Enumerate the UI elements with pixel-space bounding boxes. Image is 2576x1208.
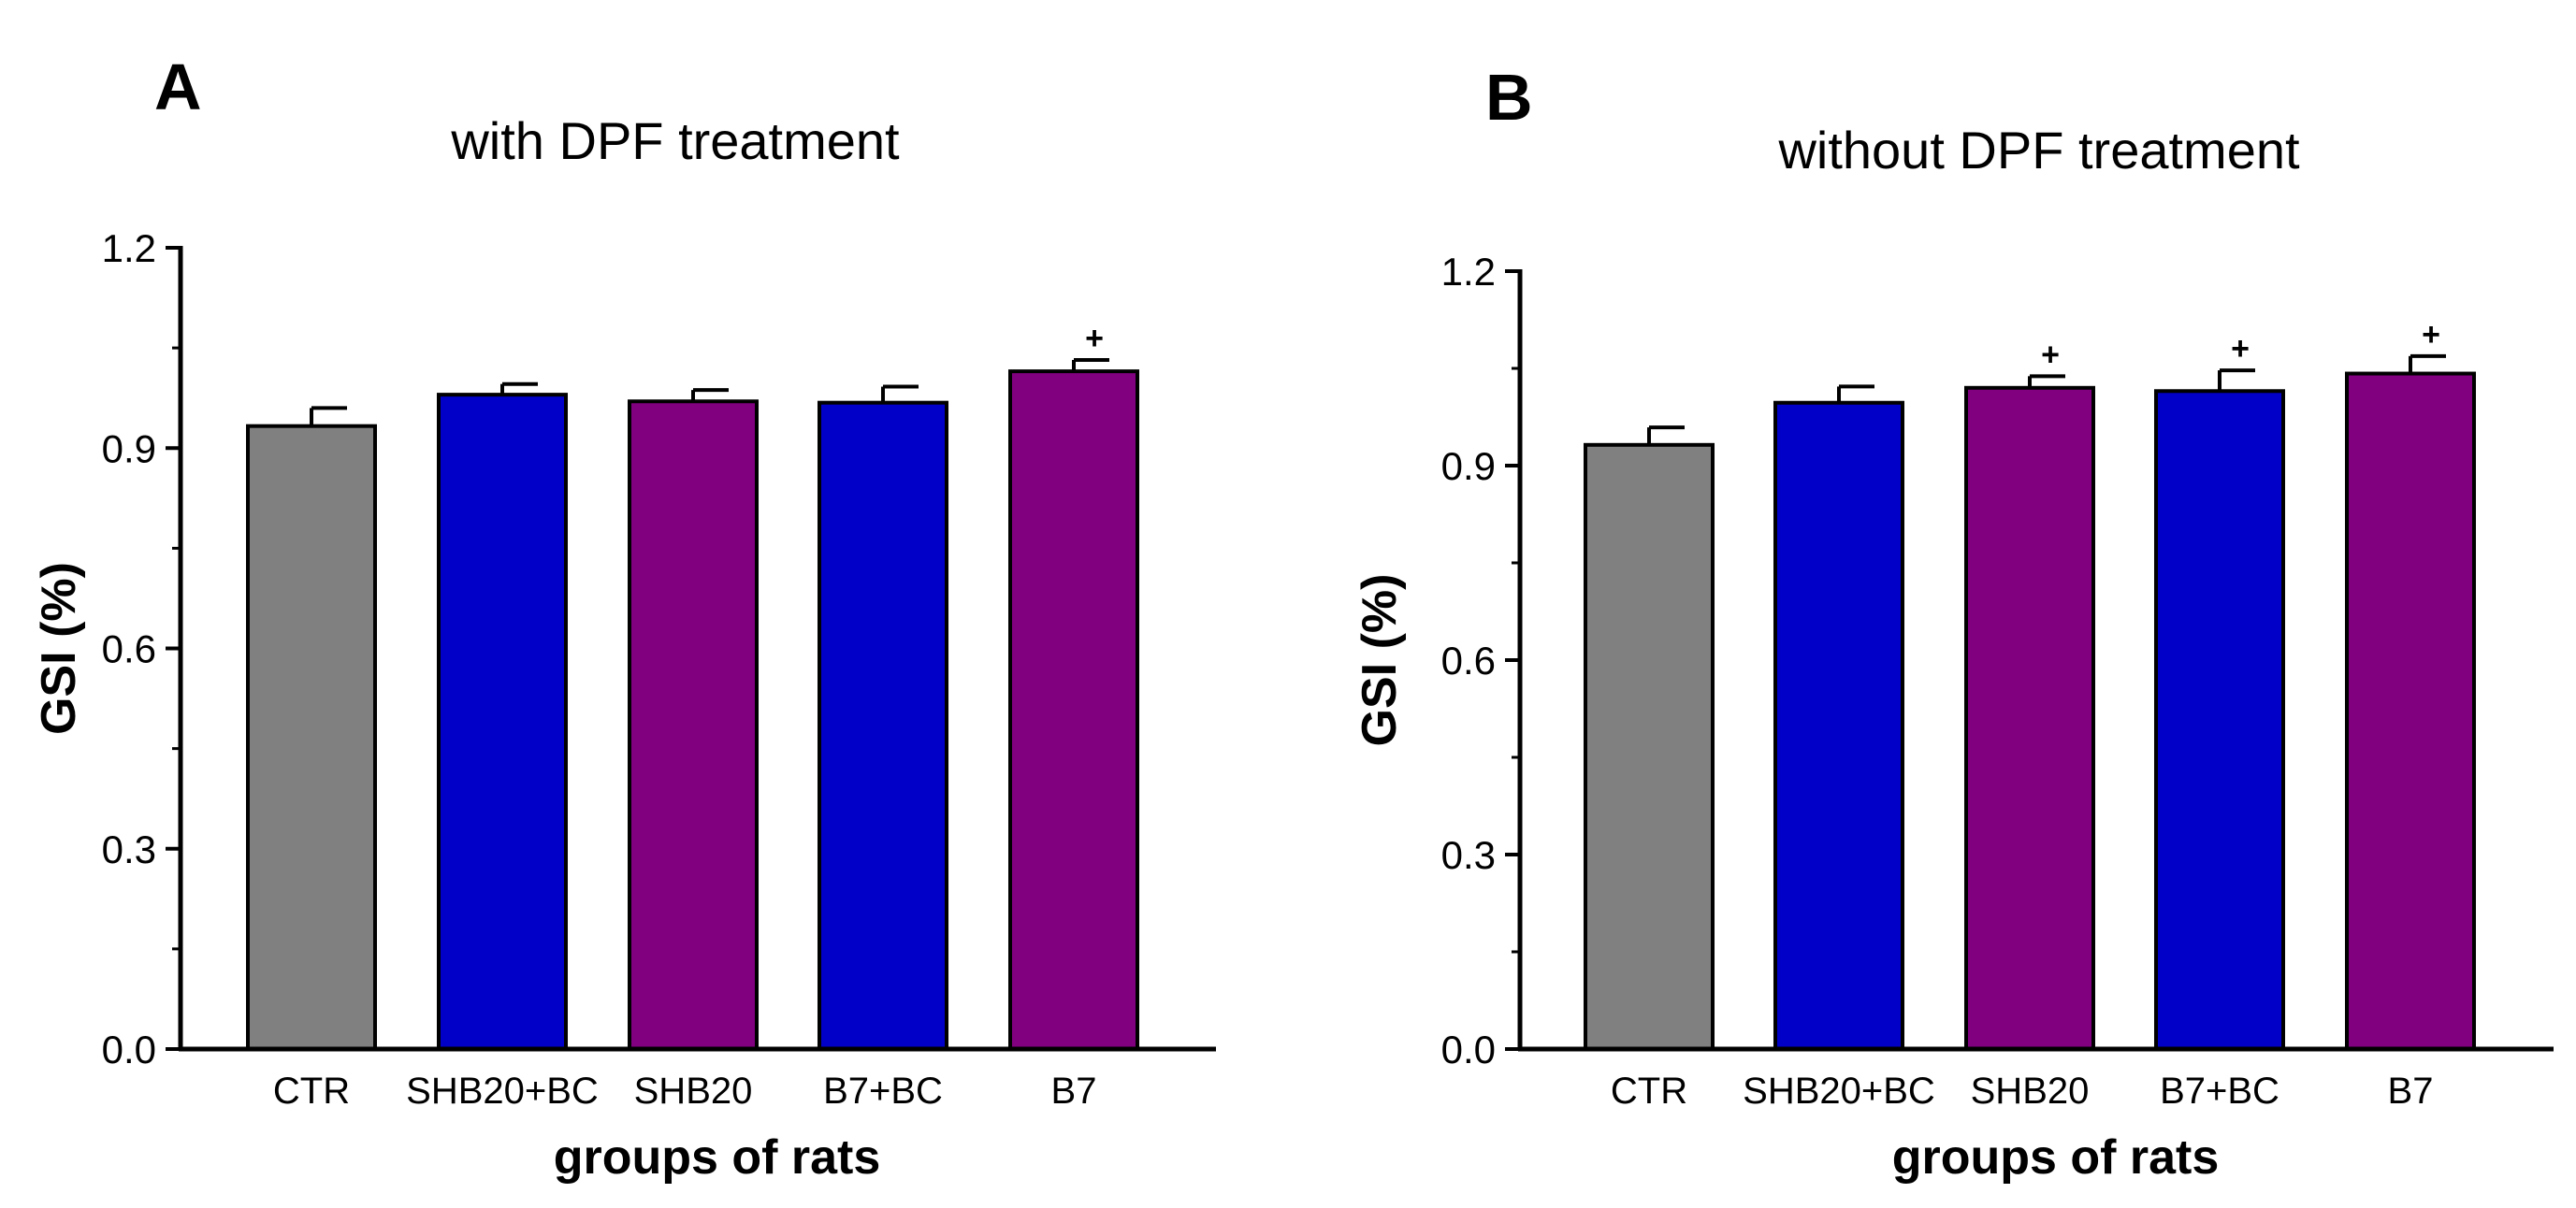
bar-shb20-plus-bc bbox=[1773, 400, 1904, 1052]
x-tick-label: SHB20+BC bbox=[406, 1071, 599, 1112]
x-tick-label: B7+BC bbox=[823, 1071, 943, 1112]
y-tick-label: 0.0 bbox=[1441, 1028, 1496, 1071]
bar-ctr bbox=[246, 424, 377, 1051]
y-tick-label: 1.2 bbox=[1441, 250, 1496, 294]
x-tick-label: B7+BC bbox=[2160, 1071, 2279, 1112]
x-axis-label: groups of rats bbox=[554, 1130, 881, 1185]
chart-title: without DPF treatment bbox=[1777, 121, 2300, 180]
chart-title: with DPF treatment bbox=[450, 111, 900, 170]
y-tick-label: 0.9 bbox=[1441, 444, 1496, 488]
y-tick-label: 0.6 bbox=[102, 627, 156, 671]
panel-letter: B bbox=[1485, 61, 1533, 134]
y-tick-label: 0.3 bbox=[102, 827, 156, 871]
bar-b7 bbox=[2345, 371, 2476, 1051]
y-axis-label: GSI (%) bbox=[1353, 574, 1407, 747]
significance-mark: + bbox=[2231, 331, 2250, 367]
significance-mark: + bbox=[2041, 337, 2060, 372]
bar-shb20-plus-bc bbox=[437, 393, 568, 1052]
y-tick-label: 0.0 bbox=[102, 1028, 156, 1071]
x-tick-label: SHB20 bbox=[1971, 1071, 2090, 1112]
y-axis-label: GSI (%) bbox=[32, 562, 86, 735]
y-tick-label: 0.9 bbox=[102, 426, 156, 470]
bar-b7 bbox=[1008, 369, 1139, 1051]
bar-shb20 bbox=[1964, 385, 2095, 1051]
bar-ctr bbox=[1584, 442, 1715, 1051]
x-tick-label: SHB20 bbox=[634, 1071, 753, 1112]
x-axis-label: groups of rats bbox=[1892, 1130, 2220, 1185]
panel-letter: A bbox=[154, 50, 202, 123]
bar-b7-plus-bc bbox=[818, 400, 948, 1052]
x-tick-label: CTR bbox=[273, 1071, 350, 1112]
y-tick-label: 0.6 bbox=[1441, 639, 1496, 683]
x-tick-label: CTR bbox=[1611, 1071, 1687, 1112]
bar-b7-plus-bc bbox=[2154, 389, 2285, 1051]
x-tick-label: B7 bbox=[2388, 1071, 2434, 1112]
significance-mark: + bbox=[2422, 317, 2440, 352]
bar-shb20 bbox=[628, 399, 759, 1051]
significance-mark: + bbox=[1085, 321, 1104, 356]
y-tick-label: 1.2 bbox=[102, 226, 156, 270]
x-tick-label: SHB20+BC bbox=[1743, 1071, 1935, 1112]
x-tick-label: B7 bbox=[1051, 1071, 1097, 1112]
y-tick-label: 0.3 bbox=[1441, 833, 1496, 877]
